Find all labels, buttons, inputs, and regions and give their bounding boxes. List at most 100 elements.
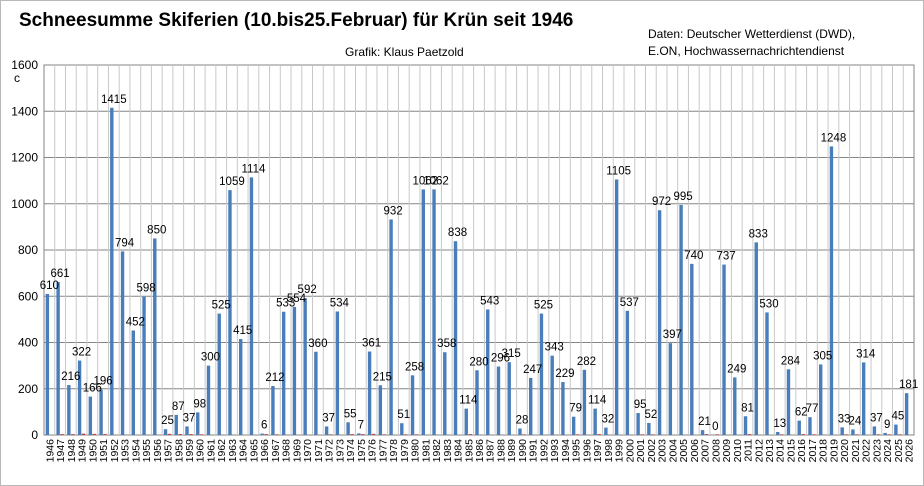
data-label-2009: 737 [716, 251, 735, 263]
bar-secondary-2024 [887, 434, 891, 435]
x-tick-label-1977: 1977 [377, 439, 389, 463]
bar-2007 [700, 430, 705, 435]
data-label-2004: 397 [663, 329, 682, 341]
x-tick-label-2023: 2023 [871, 439, 883, 463]
bar-secondary-1950 [92, 433, 97, 435]
bar-1991 [529, 377, 533, 435]
bar-secondary-1976 [371, 433, 376, 435]
data-label-1971: 360 [308, 338, 327, 350]
data-label-2024: 9 [884, 419, 890, 431]
x-tick-label-2008: 2008 [710, 439, 722, 463]
x-tick-label-2017: 2017 [807, 439, 819, 463]
bar-2005 [679, 204, 683, 435]
bar-secondary-2014 [780, 434, 784, 435]
bar-1963 [228, 190, 232, 435]
x-tick-label-1959: 1959 [184, 439, 196, 463]
bar-secondary-1951 [103, 434, 107, 435]
data-label-2006: 740 [684, 250, 703, 262]
bar-1965 [249, 177, 254, 435]
data-label-1953: 794 [115, 237, 135, 249]
x-tick-label-1998: 1998 [603, 439, 615, 463]
bar-1967 [271, 385, 275, 435]
bar-2019 [829, 146, 834, 435]
data-label-2023: 37 [870, 412, 883, 424]
bar-secondary-2002 [651, 434, 655, 435]
x-tick-label-1987: 1987 [485, 439, 497, 463]
x-tick-label-1976: 1976 [367, 439, 379, 463]
x-tick-label-1986: 1986 [474, 439, 486, 463]
bar-1970 [303, 298, 307, 435]
data-label-1967: 212 [265, 372, 284, 384]
x-tick-label-1968: 1968 [281, 439, 293, 463]
bar-2000 [625, 310, 630, 435]
data-label-1996: 282 [577, 356, 596, 368]
data-label-1981: 1062 [412, 175, 438, 187]
x-tick-label-1999: 1999 [614, 439, 626, 463]
bar-1980 [410, 375, 415, 435]
x-tick-label-2007: 2007 [700, 439, 712, 463]
bar-1974 [346, 422, 350, 435]
data-label-1976: 361 [362, 338, 381, 350]
data-label-1986: 280 [469, 356, 488, 368]
bar-1996 [582, 369, 587, 435]
bar-1995 [571, 416, 576, 435]
bar-secondary-1960 [200, 434, 204, 435]
data-label-1948: 216 [61, 371, 80, 383]
bar-1946 [45, 293, 50, 435]
x-tick-label-1978: 1978 [388, 439, 400, 463]
bar-1981 [421, 189, 425, 435]
bar-1948 [67, 385, 71, 435]
x-tick-label-1966: 1966 [259, 439, 271, 463]
bar-2001 [636, 413, 640, 435]
x-tick-label-1990: 1990 [517, 439, 529, 463]
y-tick-label: 1200 [11, 151, 38, 165]
bar-secondary-1947 [60, 434, 64, 435]
bar-1949 [77, 360, 82, 435]
bar-2012 [754, 242, 758, 435]
x-tick-label-2010: 2010 [732, 439, 744, 463]
x-tick-label-2026: 2026 [904, 439, 916, 463]
y-axis-ticks: 0 200 400 600 800 1000 1200 1400 1600 [11, 58, 38, 442]
x-tick-label-1965: 1965 [248, 439, 260, 463]
bar-2014 [776, 431, 780, 435]
bar-1978 [389, 219, 393, 435]
bar-1964 [239, 339, 243, 435]
bar-1968 [281, 311, 286, 435]
data-label-1965: 1114 [241, 163, 265, 175]
y-tick-label: 1000 [11, 197, 38, 211]
bar-1972 [324, 426, 329, 435]
bar-2023 [872, 426, 877, 435]
data-label-2003: 972 [652, 196, 671, 208]
x-tick-label-2014: 2014 [775, 439, 787, 463]
x-tick-label-2002: 2002 [646, 439, 658, 463]
data-label-1968: 533 [276, 298, 295, 310]
data-label-1998: 32 [601, 414, 614, 426]
bar-1992 [539, 313, 544, 435]
y-tick-label: 200 [18, 382, 38, 396]
data-label-1949: 322 [72, 347, 91, 359]
bar-secondary-1977 [382, 434, 387, 435]
chart-title: Schneesumme Skiferien (10.bis25.Februar)… [19, 10, 574, 31]
bar-1999 [614, 179, 619, 435]
data-label-1974: 55 [344, 408, 357, 420]
data-label-1960: 98 [193, 398, 206, 410]
bar-secondary-2011 [747, 434, 752, 435]
bar-secondary-1990 [522, 434, 526, 435]
bar-1961 [206, 365, 211, 435]
data-label-1961: 300 [201, 352, 220, 364]
x-tick-label-1979: 1979 [399, 439, 411, 463]
data-label-1958: 87 [172, 401, 185, 413]
x-tick-label-1953: 1953 [120, 439, 132, 463]
data-label-1995: 79 [569, 403, 582, 415]
bar-secondary-1985 [468, 434, 472, 435]
bar-secondary-2008 [715, 434, 719, 435]
bar-1952 [110, 107, 114, 435]
data-label-1970: 592 [298, 284, 317, 296]
data-label-1983: 358 [437, 338, 456, 350]
data-label-1984: 838 [448, 227, 467, 239]
x-tick-label-2009: 2009 [721, 439, 733, 463]
bar-1987 [486, 309, 490, 435]
bar-1990 [518, 428, 522, 435]
data-label-1991: 247 [523, 364, 542, 376]
